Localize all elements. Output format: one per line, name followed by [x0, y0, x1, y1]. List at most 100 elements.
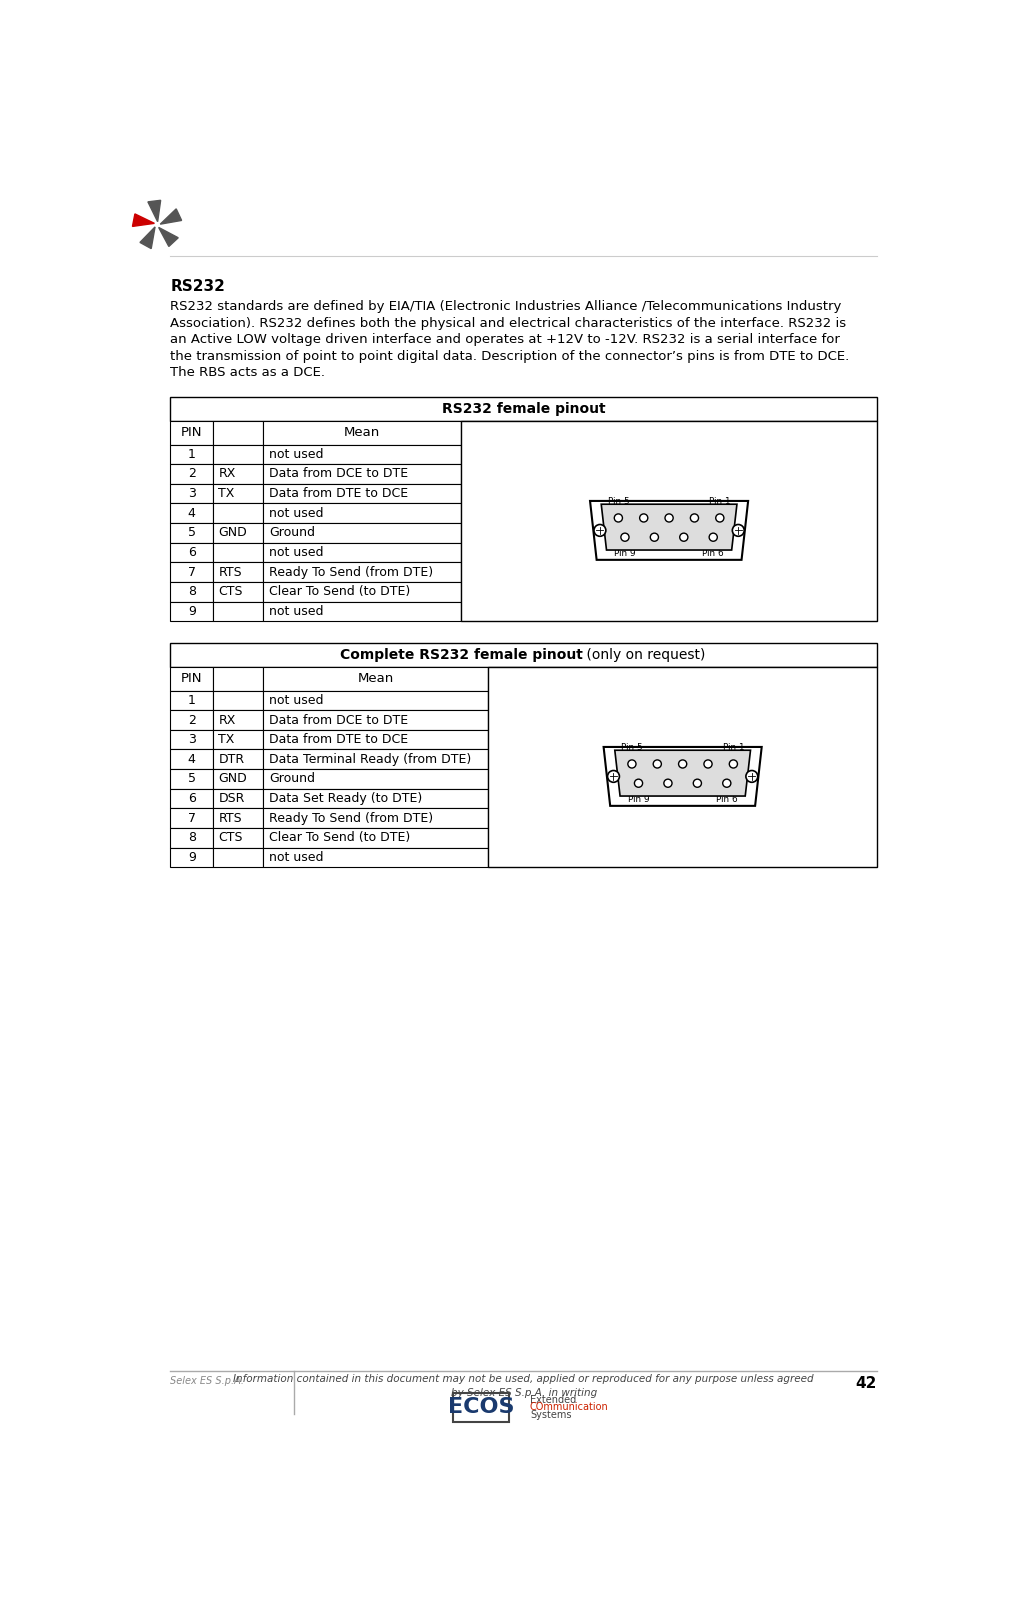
- Bar: [264, 769, 489, 789]
- Text: Extended: Extended: [530, 1395, 576, 1404]
- Text: RS232: RS232: [171, 279, 225, 293]
- Text: 5: 5: [188, 773, 195, 785]
- Text: (only on request): (only on request): [583, 648, 705, 662]
- Text: Clear To Send (to DTE): Clear To Send (to DTE): [269, 585, 410, 598]
- Text: 9: 9: [188, 851, 195, 864]
- Circle shape: [715, 515, 724, 523]
- Text: the transmission of point to point digital data. Description of the connector’s : the transmission of point to point digit…: [171, 349, 849, 362]
- Text: not used: not used: [269, 507, 323, 519]
- Bar: [264, 789, 489, 808]
- Bar: [171, 582, 213, 601]
- Circle shape: [746, 771, 757, 782]
- Text: Pin 5: Pin 5: [607, 497, 630, 507]
- Text: ECOS: ECOS: [448, 1398, 514, 1417]
- Bar: [264, 729, 489, 750]
- Bar: [213, 422, 264, 444]
- Text: COmmunication: COmmunication: [530, 1403, 609, 1412]
- Text: 1: 1: [188, 447, 195, 460]
- Text: 8: 8: [188, 832, 195, 845]
- Text: PIN: PIN: [181, 426, 202, 439]
- Bar: [213, 691, 264, 710]
- Text: RX: RX: [219, 468, 236, 481]
- Text: Mean: Mean: [344, 426, 380, 439]
- Bar: [171, 398, 877, 422]
- Bar: [213, 750, 264, 769]
- Text: 3: 3: [188, 733, 195, 745]
- Bar: [171, 769, 213, 789]
- Bar: [264, 563, 461, 582]
- Circle shape: [653, 760, 661, 768]
- Text: DSR: DSR: [219, 792, 245, 805]
- Bar: [264, 444, 461, 465]
- Circle shape: [664, 779, 672, 787]
- Text: Data from DCE to DTE: Data from DCE to DTE: [269, 713, 408, 726]
- Bar: [171, 601, 213, 622]
- Circle shape: [614, 515, 622, 523]
- Circle shape: [733, 524, 744, 537]
- Bar: [171, 691, 213, 710]
- Circle shape: [679, 760, 687, 768]
- Text: not used: not used: [269, 447, 323, 460]
- Text: TX: TX: [219, 733, 235, 745]
- Text: by Selex ES S.p.A. in writing: by Selex ES S.p.A. in writing: [451, 1388, 597, 1398]
- Text: 6: 6: [188, 547, 195, 559]
- Bar: [171, 465, 213, 484]
- Polygon shape: [601, 505, 737, 550]
- Bar: [213, 848, 264, 867]
- Bar: [264, 829, 489, 848]
- Bar: [264, 465, 461, 484]
- Text: RTS: RTS: [219, 566, 242, 579]
- Text: Information contained in this document may not be used, applied or reproduced fo: Information contained in this document m…: [233, 1374, 815, 1385]
- Polygon shape: [133, 213, 154, 226]
- Bar: [213, 582, 264, 601]
- Bar: [213, 563, 264, 582]
- Text: Ground: Ground: [269, 526, 315, 539]
- Text: CTS: CTS: [219, 832, 243, 845]
- Text: 7: 7: [188, 566, 195, 579]
- Text: Complete RS232 female pinout: Complete RS232 female pinout: [340, 648, 584, 662]
- Bar: [461, 422, 877, 622]
- Bar: [213, 503, 264, 523]
- Text: DTR: DTR: [219, 753, 244, 766]
- Bar: [213, 789, 264, 808]
- Bar: [171, 729, 213, 750]
- Text: Pin 1: Pin 1: [723, 744, 744, 752]
- Text: 4: 4: [188, 753, 195, 766]
- Text: Ready To Send (from DTE): Ready To Send (from DTE): [269, 566, 433, 579]
- Bar: [213, 465, 264, 484]
- Bar: [171, 808, 213, 829]
- Text: not used: not used: [269, 851, 323, 864]
- Text: 5: 5: [188, 526, 195, 539]
- Text: GND: GND: [219, 526, 247, 539]
- Bar: [171, 829, 213, 848]
- Circle shape: [650, 534, 658, 542]
- Circle shape: [665, 515, 673, 523]
- Text: an Active LOW voltage driven interface and operates at +12V to -12V. RS232 is a : an Active LOW voltage driven interface a…: [171, 333, 840, 346]
- Polygon shape: [148, 200, 160, 221]
- Text: GND: GND: [219, 773, 247, 785]
- Text: Mean: Mean: [358, 673, 393, 686]
- Bar: [213, 523, 264, 543]
- Text: Pin 9: Pin 9: [628, 795, 649, 805]
- Text: Data from DTE to DCE: Data from DTE to DCE: [269, 733, 408, 745]
- Bar: [264, 808, 489, 829]
- Bar: [264, 582, 461, 601]
- Bar: [453, 1393, 509, 1422]
- Bar: [264, 543, 461, 563]
- Text: not used: not used: [269, 604, 323, 617]
- Text: Ready To Send (from DTE): Ready To Send (from DTE): [269, 811, 433, 824]
- Text: Pin 6: Pin 6: [716, 795, 738, 805]
- Bar: [213, 729, 264, 750]
- Circle shape: [607, 771, 619, 782]
- Circle shape: [621, 534, 629, 542]
- Bar: [171, 543, 213, 563]
- Text: Systems: Systems: [530, 1411, 571, 1420]
- Bar: [264, 691, 489, 710]
- Text: 2: 2: [188, 468, 195, 481]
- Circle shape: [594, 524, 606, 537]
- Bar: [213, 710, 264, 729]
- Polygon shape: [604, 747, 761, 806]
- Text: Data Terminal Ready (from DTE): Data Terminal Ready (from DTE): [269, 753, 471, 766]
- Text: 7: 7: [188, 811, 195, 824]
- Text: Selex ES S.p.A.: Selex ES S.p.A.: [171, 1375, 244, 1387]
